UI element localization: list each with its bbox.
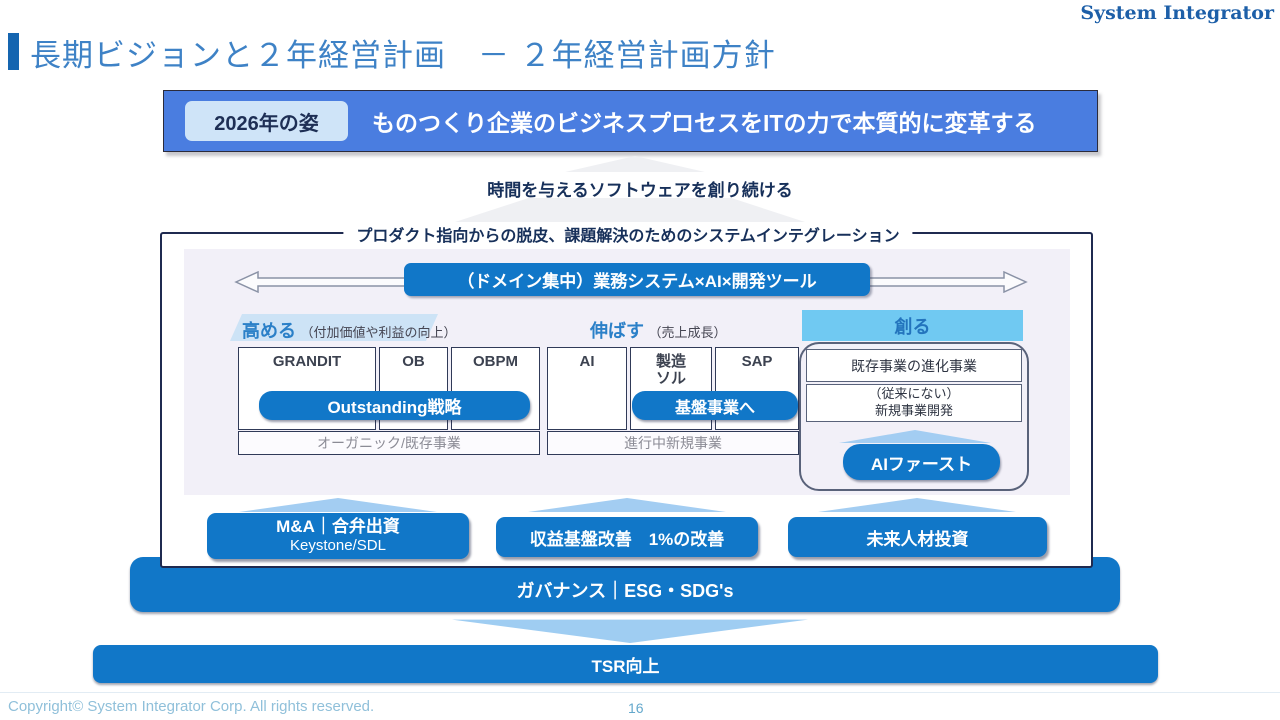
section-tsukuru-title: 創る <box>894 316 931 337</box>
product-cell-ai: AI <box>547 347 627 430</box>
ma-pillar-title: M&A｜合弁出資 <box>276 516 400 536</box>
strategy-frame: （ドメイン集中）業務システム×AI×開発ツール 高める （付加価値や利益の向上）… <box>160 232 1093 568</box>
outstanding-strategy-pill: Outstanding戦略 <box>259 391 530 420</box>
section-nobasu-label: 伸ばす （売上成長） <box>590 317 726 343</box>
section-nobasu-note: （売上成長） <box>648 325 727 340</box>
tsr-bar: TSR向上 <box>93 645 1158 683</box>
takameru-category-box: オーガニック/既存事業 <box>238 431 540 455</box>
ai-first-pill: AIファースト <box>843 444 1000 480</box>
ma-pillar: M&A｜合弁出資 Keystone/SDL <box>207 513 469 559</box>
vision-statement: ものつくり企業のビジネスプロセスをITの力で本質的に変革する <box>372 110 1037 136</box>
section-nobasu-title: 伸ばす <box>590 321 644 341</box>
talent-pillar: 未来人材投資 <box>788 517 1047 557</box>
footer-divider <box>0 692 1280 693</box>
down-arrow-icon <box>452 619 808 643</box>
section-takameru-title: 高める <box>242 321 296 341</box>
existing-business-evolution-box: 既存事業の進化事業 <box>806 349 1022 382</box>
domain-banner: （ドメイン集中）業務システム×AI×開発ツール <box>404 263 870 296</box>
up-arrow-icon <box>455 198 805 222</box>
page-number: 16 <box>628 700 644 716</box>
vision-year-badge: 2026年の姿 <box>185 101 348 141</box>
section-takameru-label: 高める （付加価値や利益の向上） <box>242 317 456 343</box>
ma-pillar-subtitle: Keystone/SDL <box>290 537 386 555</box>
new-business-development-box: （従来にない） 新規事業開発 <box>806 384 1022 422</box>
frame-title: プロダクト指向からの脱皮、課題解決のためのシステムインテグレーション <box>343 222 913 246</box>
vision-banner: 2026年の姿 ものつくり企業のビジネスプロセスをITの力で本質的に変革する <box>163 90 1098 152</box>
copyright-text: Copyright© System Integrator Corp. All r… <box>8 698 375 715</box>
mission-statement: 時間を与えるソフトウェアを創り続ける <box>487 181 793 200</box>
kiban-jigyo-pill: 基盤事業へ <box>632 391 798 420</box>
tsukuru-outline-box <box>799 342 1029 491</box>
page-title: 長期ビジョンと２年経営計画 － ２年経営計画方針 <box>30 38 776 73</box>
company-logo: System Integrator <box>1080 2 1274 24</box>
title-accent-bar <box>8 33 19 70</box>
profit-pillar: 収益基盤改善 1%の改善 <box>496 517 758 557</box>
section-takameru-note: （付加価値や利益の向上） <box>300 325 457 340</box>
nobasu-category-box: 進行中新規事業 <box>547 431 799 455</box>
section-tsukuru-header: 創る <box>802 310 1023 341</box>
up-arrow-icon <box>565 156 705 172</box>
